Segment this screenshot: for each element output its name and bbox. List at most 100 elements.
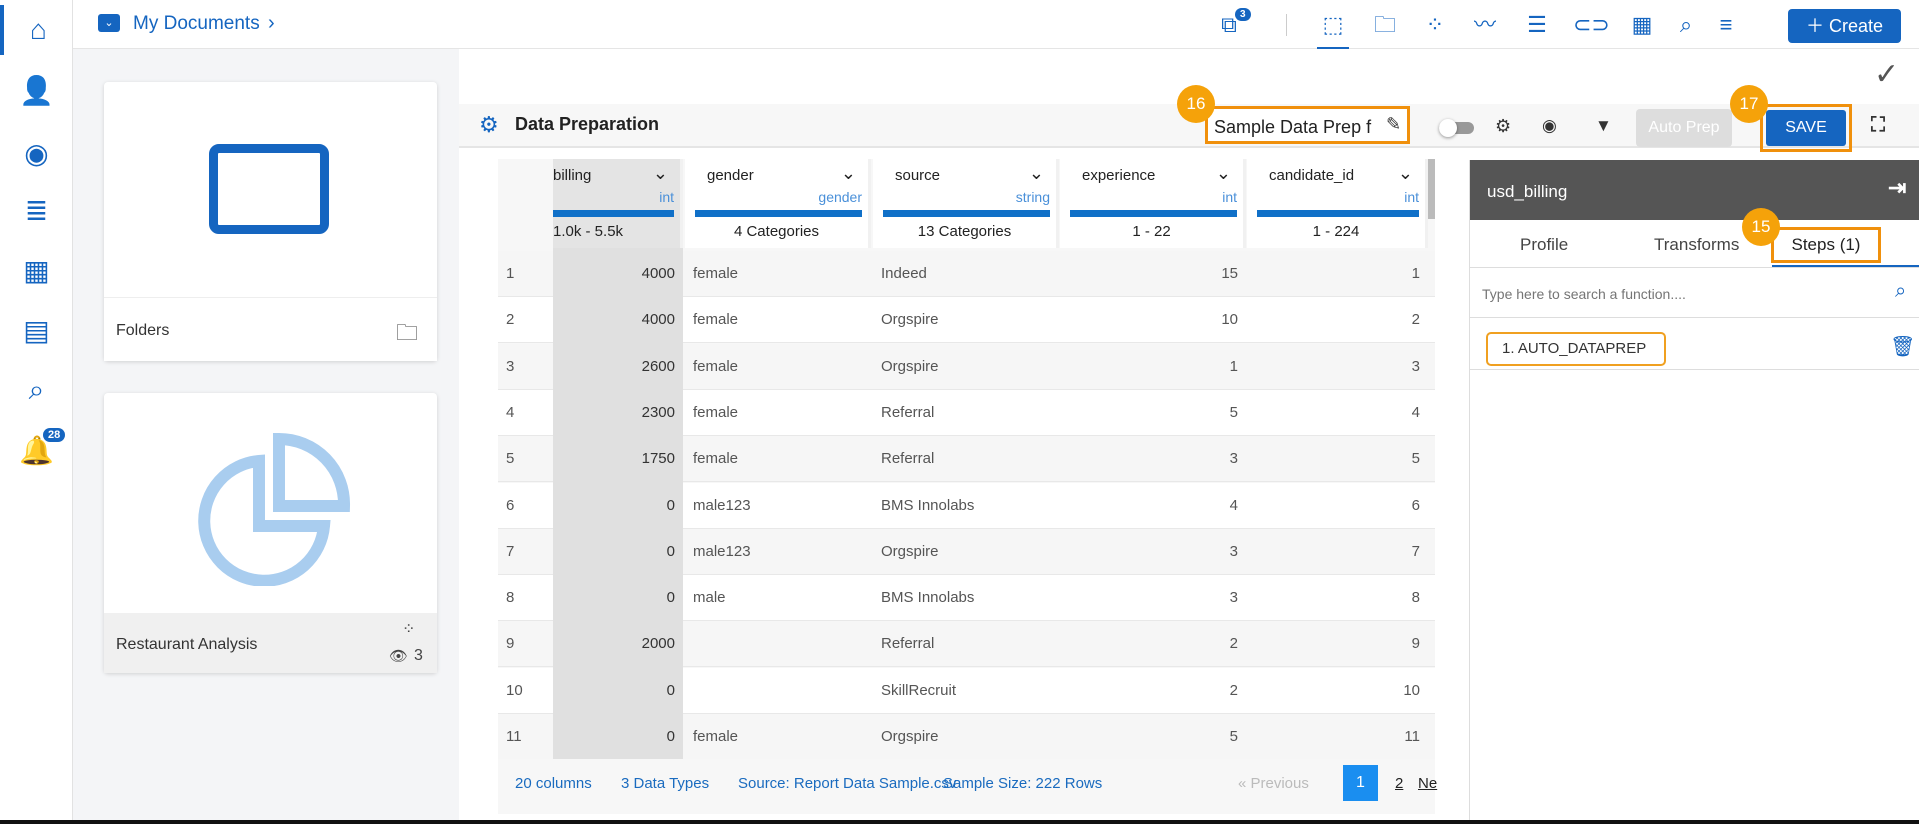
grid-footer: 20 columns 3 Data Types Source: Report D… [498, 759, 1438, 814]
toggle-switch[interactable] [1439, 119, 1474, 137]
line-chart-icon[interactable]: 〰 [1473, 12, 1496, 37]
table-row: 3 2600 female Orgspire 1 3 [498, 343, 1435, 390]
link-icon[interactable]: ⊂⊃ [1573, 12, 1610, 37]
table-cell: Referral [881, 403, 935, 421]
table-cell: 9 [1411, 635, 1420, 653]
report-search-icon[interactable]: ▤ [23, 314, 50, 346]
pencil-icon[interactable]: ✎ [1386, 114, 1402, 134]
column-header-gender[interactable]: gender ⌄ gender 4 Categories [685, 159, 871, 248]
chevron-down-icon[interactable]: ⌄ [1028, 163, 1044, 183]
sort-icon[interactable]: ≡ [1719, 12, 1733, 37]
table-cell: 3 [1229, 542, 1238, 560]
column-header-source[interactable]: source ⌄ string 13 Categories [873, 159, 1059, 248]
table-cell: 0 [553, 575, 683, 622]
plus-icon: ＋ [1805, 16, 1829, 36]
presentation-icon[interactable]: ▦ [23, 254, 50, 286]
chevron-down-icon[interactable]: ⌄ [840, 163, 856, 183]
table-cell: Referral [881, 635, 935, 653]
column-header-billing[interactable]: billing ⌄ int 1.0k - 5.5k [553, 159, 683, 248]
function-search-input[interactable] [1470, 270, 1919, 318]
table-cell: 2600 [553, 343, 683, 390]
previous-page[interactable]: « Previous [1238, 775, 1309, 792]
eye-icon[interactable]: ◉ [1542, 116, 1557, 135]
top-bar: ⌄ My Documents › ⧉ 3 ⬚ 🗀 ⁘ 〰 ☰ ⊂⊃ ▦ ⌕ ≡ … [73, 0, 1919, 50]
table-row: 10 0 SkillRecruit 2 10 [498, 667, 1435, 714]
select-icon[interactable]: ⬚ [1317, 10, 1349, 50]
table-cell: female [693, 265, 739, 282]
save-button[interactable]: SAVE [1766, 110, 1846, 146]
table-cell: 15 [1221, 265, 1238, 282]
table-cell: 5 [1229, 728, 1238, 745]
column-title: usd_billing [1487, 182, 1568, 201]
table-row: 4 2300 female Referral 5 4 [498, 389, 1435, 436]
list-view-icon[interactable]: ☰ [1527, 12, 1547, 37]
table-row: 2 4000 female Orgspire 10 2 [498, 297, 1435, 344]
table-cell: 1750 [553, 436, 683, 483]
table-cell: 3 [1229, 589, 1238, 607]
table-cell: 2 [1229, 681, 1238, 699]
page-1[interactable]: 1 [1343, 765, 1378, 801]
fullscreen-icon[interactable]: ⛶ [1871, 114, 1885, 136]
column-type: int [1222, 189, 1237, 205]
tab-steps[interactable]: Steps (1) [1771, 227, 1881, 263]
search-icon[interactable]: ⌕ [1895, 280, 1907, 302]
search-icon[interactable]: ⌕ [1679, 12, 1693, 37]
check-icon[interactable]: ✓ [1874, 58, 1900, 91]
table-cell: 11 [1404, 728, 1420, 745]
tab-transforms[interactable]: Transforms [1654, 235, 1740, 254]
user-settings-icon[interactable]: 👤 [19, 74, 54, 106]
home-icon[interactable]: ⌂ [0, 5, 73, 55]
chevron-down-icon[interactable]: ⌄ [1397, 163, 1413, 183]
auto-prep-button[interactable]: Auto Prep [1636, 109, 1732, 147]
table-cell: Orgspire [881, 728, 939, 745]
database-icon[interactable]: ≣ [24, 194, 49, 226]
table-cell: 11 [506, 728, 522, 745]
column-name: experience [1082, 167, 1156, 184]
collapse-panel-icon[interactable]: ⇥ [1888, 175, 1907, 200]
table-cell: 5 [506, 450, 515, 468]
column-type: string [1015, 189, 1050, 205]
page-2[interactable]: 2 [1395, 775, 1404, 792]
chevron-right-icon: › [268, 12, 275, 34]
column-summary: 1.0k - 5.5k [553, 223, 624, 240]
table-cell: 6 [1411, 496, 1420, 514]
column-summary: 1 - 22 [1132, 223, 1171, 240]
source-info: Source: Report Data Sample.csv [738, 775, 957, 792]
table-cell: 9 [506, 635, 515, 653]
table-cell: 5 [1411, 450, 1420, 468]
callout-15: 15 [1742, 208, 1780, 246]
card-label: Folders [116, 322, 170, 339]
column-type: int [659, 189, 674, 205]
scatter-icon[interactable]: ⁘ [1425, 12, 1445, 37]
table-cell: 10 [506, 681, 523, 699]
step-item[interactable]: 1. AUTO_DATAPREP [1486, 332, 1666, 366]
table-cell: female [693, 403, 739, 421]
table-cell: male123 [693, 542, 751, 560]
breadcrumb[interactable]: My Documents [133, 13, 260, 34]
share-folder-icon[interactable]: ⧉ [1221, 12, 1237, 37]
next-page[interactable]: Ne [1418, 775, 1438, 792]
vertical-scrollbar[interactable] [1428, 159, 1435, 219]
column-header-candidate_id[interactable]: candidate_id ⌄ int 1 - 224 [1247, 159, 1428, 248]
scatter-icon: ⁘ [402, 621, 416, 638]
folders-card[interactable]: Folders 🗀 [104, 82, 437, 361]
column-summary: 4 Categories [733, 223, 820, 240]
table-cell: female [693, 450, 739, 468]
chevron-down-icon[interactable]: ⌄ [652, 163, 668, 183]
settings-icon[interactable]: ⚙ [1495, 116, 1512, 136]
table-cell: 6 [506, 496, 515, 514]
table-cell: 7 [1411, 542, 1420, 560]
tab-profile[interactable]: Profile [1520, 235, 1569, 254]
data-search-icon[interactable]: ⌕ [28, 373, 45, 405]
prep-name-field[interactable]: Sample Data Prep f ✎ [1205, 106, 1410, 144]
restaurant-analysis-card[interactable]: Restaurant Analysis ⁘ 👁 3 [104, 393, 437, 673]
table-cell: Orgspire [881, 311, 939, 329]
user-security-icon[interactable]: ◉ [24, 137, 49, 169]
column-header-experience[interactable]: experience ⌄ int 1 - 22 [1060, 159, 1246, 248]
filter-icon[interactable]: ▼ [1595, 116, 1612, 135]
create-button[interactable]: ＋ Create [1788, 9, 1901, 43]
folder-icon[interactable]: 🗀 [1373, 12, 1396, 37]
chevron-down-icon[interactable]: ⌄ [1215, 163, 1231, 183]
trash-icon[interactable]: 🗑 [1890, 336, 1916, 358]
grid-icon[interactable]: ▦ [1631, 12, 1653, 37]
